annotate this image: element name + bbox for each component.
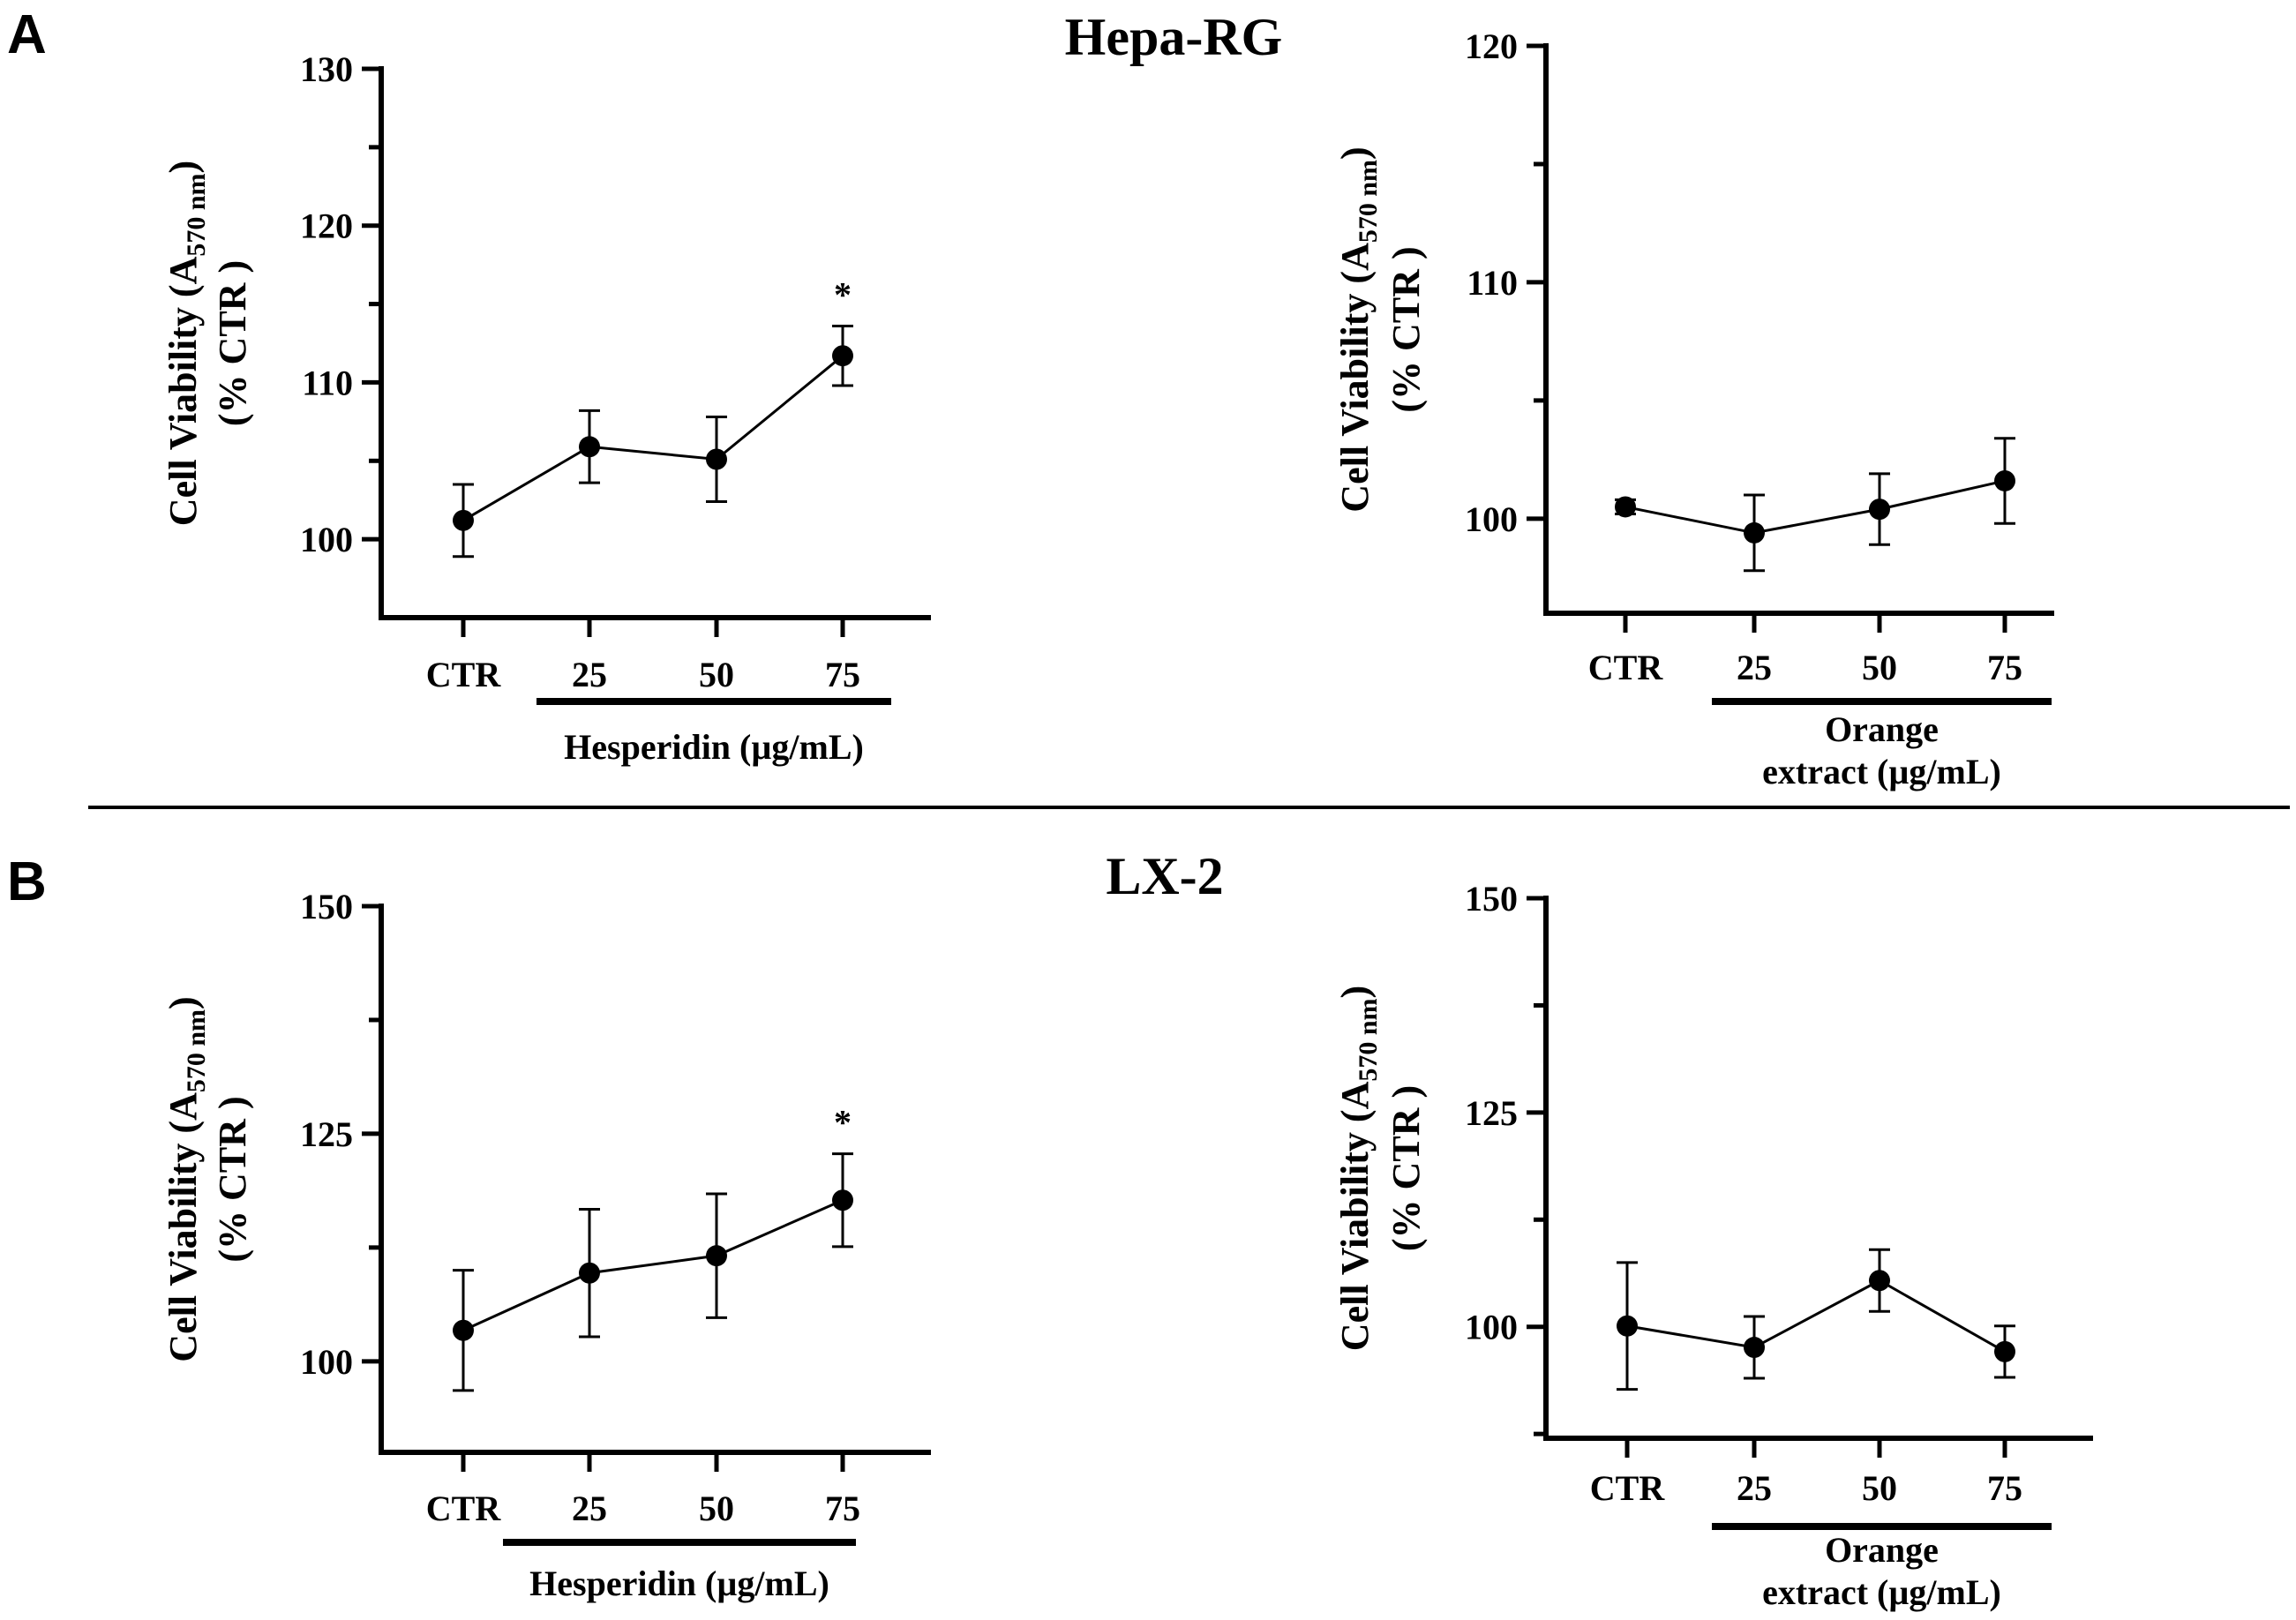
x-tick-label: 75 — [1987, 1468, 2022, 1508]
data-point — [1615, 496, 1636, 518]
x-tick-label: 25 — [1737, 648, 1772, 687]
data-point — [1994, 1340, 2015, 1362]
y-tick-label: 100 — [300, 520, 353, 559]
series-line — [1624, 479, 2006, 535]
data-point — [1994, 469, 2015, 491]
x-tick-label: 25 — [572, 1489, 607, 1528]
y-tick-label: 110 — [302, 363, 353, 402]
data-point — [579, 1262, 600, 1284]
treatment-label: Hesperidin (µg/mL) — [564, 727, 864, 767]
x-tick-label: 75 — [825, 1489, 860, 1528]
panel-title-lx-2: LX-2 — [1106, 847, 1223, 905]
chart-1: 100 110 120 130 CTR 25 50 75 Hesperidin (µg/mL) C… — [161, 49, 931, 767]
y-tick-label: 150 — [300, 887, 353, 926]
y-axis-label: Cell Viability (A570 nm) — [1333, 146, 1383, 512]
charts-container: 100 110 120 130 CTR 25 50 75 Hesperidin (µg/mL) C… — [161, 26, 2093, 1612]
data-point — [832, 345, 853, 367]
series-line — [462, 355, 844, 522]
significance-marker: * — [834, 1103, 852, 1143]
x-tick-label: 50 — [1862, 648, 1897, 687]
y-axis-label: Cell Viability (A570 nm) — [1333, 986, 1383, 1351]
x-tick-label: CTR — [426, 1489, 502, 1528]
treatment-label: Hesperidin (µg/mL) — [529, 1564, 829, 1603]
series-line — [462, 1198, 844, 1332]
x-tick-label: CTR — [1590, 1468, 1666, 1508]
data-point — [579, 436, 600, 458]
data-point — [1869, 499, 1890, 521]
x-tick-label: 50 — [1862, 1468, 1897, 1508]
y-tick-label: 150 — [1465, 879, 1518, 919]
y-axis-label: Cell Viability (A570 nm) — [161, 996, 211, 1361]
panel-letter-b: B — [7, 851, 47, 912]
y-tick-label: 100 — [1465, 499, 1518, 539]
treatment-label: Orange — [1825, 709, 1939, 749]
y-tick-label: 100 — [1465, 1308, 1518, 1347]
data-point — [1744, 521, 1765, 544]
treatment-label: extract (µg/mL) — [1762, 752, 2001, 791]
panel-title-hepa-rg: Hepa-RG — [1065, 8, 1283, 66]
x-tick-label: 75 — [825, 655, 860, 694]
y-tick-label: 130 — [300, 49, 353, 89]
y-tick-label: 110 — [1467, 263, 1518, 303]
panel-letter-a: A — [7, 4, 47, 65]
treatment-label: Orange — [1825, 1530, 1939, 1570]
x-tick-label: 50 — [699, 655, 734, 694]
y-axis-label-unit: (% CTR ) — [1384, 246, 1428, 412]
y-axis-label: Cell Viability (A570 nm) — [161, 161, 211, 526]
y-tick-label: 120 — [300, 206, 353, 246]
x-tick-label: CTR — [426, 655, 502, 694]
y-tick-label: 100 — [300, 1342, 353, 1382]
data-point — [706, 1245, 727, 1267]
y-tick-label: 125 — [300, 1114, 353, 1154]
y-tick-label: 125 — [1465, 1093, 1518, 1133]
y-axis-label-unit: (% CTR ) — [211, 260, 254, 426]
x-tick-label: CTR — [1588, 648, 1664, 687]
data-point — [1617, 1315, 1638, 1337]
significance-marker: * — [834, 274, 852, 314]
x-tick-label: 25 — [1737, 1468, 1772, 1508]
data-point — [706, 448, 727, 470]
y-axis-label-unit: (% CTR ) — [1384, 1085, 1428, 1251]
data-point — [453, 1319, 474, 1341]
y-axis-label-unit: (% CTR ) — [211, 1096, 254, 1262]
y-tick-label: 120 — [1465, 26, 1518, 66]
data-point — [453, 509, 474, 531]
x-tick-label: 75 — [1987, 648, 2022, 687]
treatment-label: extract (µg/mL) — [1762, 1572, 2001, 1612]
data-point — [1744, 1337, 1765, 1359]
series-line — [1626, 1279, 2006, 1354]
data-point — [832, 1189, 853, 1211]
data-point — [1869, 1270, 1890, 1292]
x-tick-label: 25 — [572, 655, 607, 694]
chart-3: 100 125 150 CTR 25 50 75 Hesperidin (µg/mL) Cell… — [161, 887, 931, 1603]
x-tick-label: 50 — [699, 1489, 734, 1528]
